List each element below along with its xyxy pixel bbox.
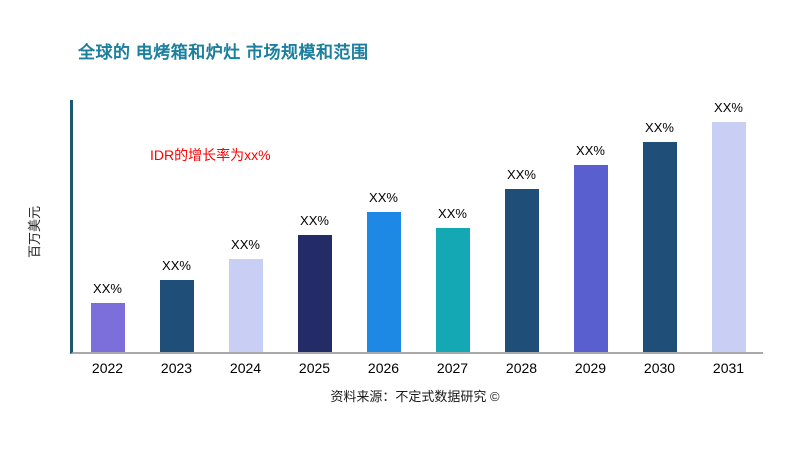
source-caption: 资料来源：不定式数据研究 © [330,389,500,404]
bar [297,235,332,352]
x-tick-label: 2030 [643,360,676,376]
bars-container: XX% XX% XX% XX% XX% XX% XX% XX% XX% XX% [73,100,763,352]
bar-value-label: XX% [231,237,260,252]
x-tick-label: 2024 [229,360,262,376]
bar-value-label: XX% [300,213,329,228]
bar-group: XX% [556,100,625,352]
bar-value-label: XX% [438,206,467,221]
bar-group: XX% [487,100,556,352]
bar [366,212,401,352]
bar-group: XX% [349,100,418,352]
bar [504,189,539,352]
bar [228,259,263,352]
x-tick-label: 2031 [712,360,745,376]
x-tick-label: 2028 [505,360,538,376]
bar [90,303,125,352]
x-tick-label: 2027 [436,360,469,376]
bar-group: XX% [694,100,763,352]
growth-rate-annotation: IDR的增长率为xx% [150,147,271,163]
bar-value-label: XX% [507,167,536,182]
bar-group: XX% [73,100,142,352]
bar-group: XX% [211,100,280,352]
bar-group: XX% [280,100,349,352]
x-tick-label: 2025 [298,360,331,376]
bar [159,280,194,352]
x-tick-label: 2023 [160,360,193,376]
bar-value-label: XX% [369,190,398,205]
bar-group: XX% [418,100,487,352]
plot-area: XX% XX% XX% XX% XX% XX% XX% XX% XX% XX% [70,100,763,354]
chart-title: 全球的 电烤箱和炉灶 市场规模和范围 [78,43,369,62]
bar-value-label: XX% [162,258,191,273]
bar-value-label: XX% [576,143,605,158]
x-tick-label: 2029 [574,360,607,376]
bar-value-label: XX% [645,120,674,135]
bar-group: XX% [142,100,211,352]
y-axis-label: 百万美元 [27,205,42,258]
bar-value-label: XX% [714,100,743,115]
x-tick-label: 2022 [91,360,124,376]
x-tick-label: 2026 [367,360,400,376]
bar-value-label: XX% [93,281,122,296]
x-axis-ticks: 2022 2023 2024 2025 2026 2027 2028 2029 2030 2031 [73,360,763,376]
bar [573,165,608,352]
bar [642,142,677,352]
bar [435,228,470,352]
bar-group: XX% [625,100,694,352]
bar [711,122,746,352]
